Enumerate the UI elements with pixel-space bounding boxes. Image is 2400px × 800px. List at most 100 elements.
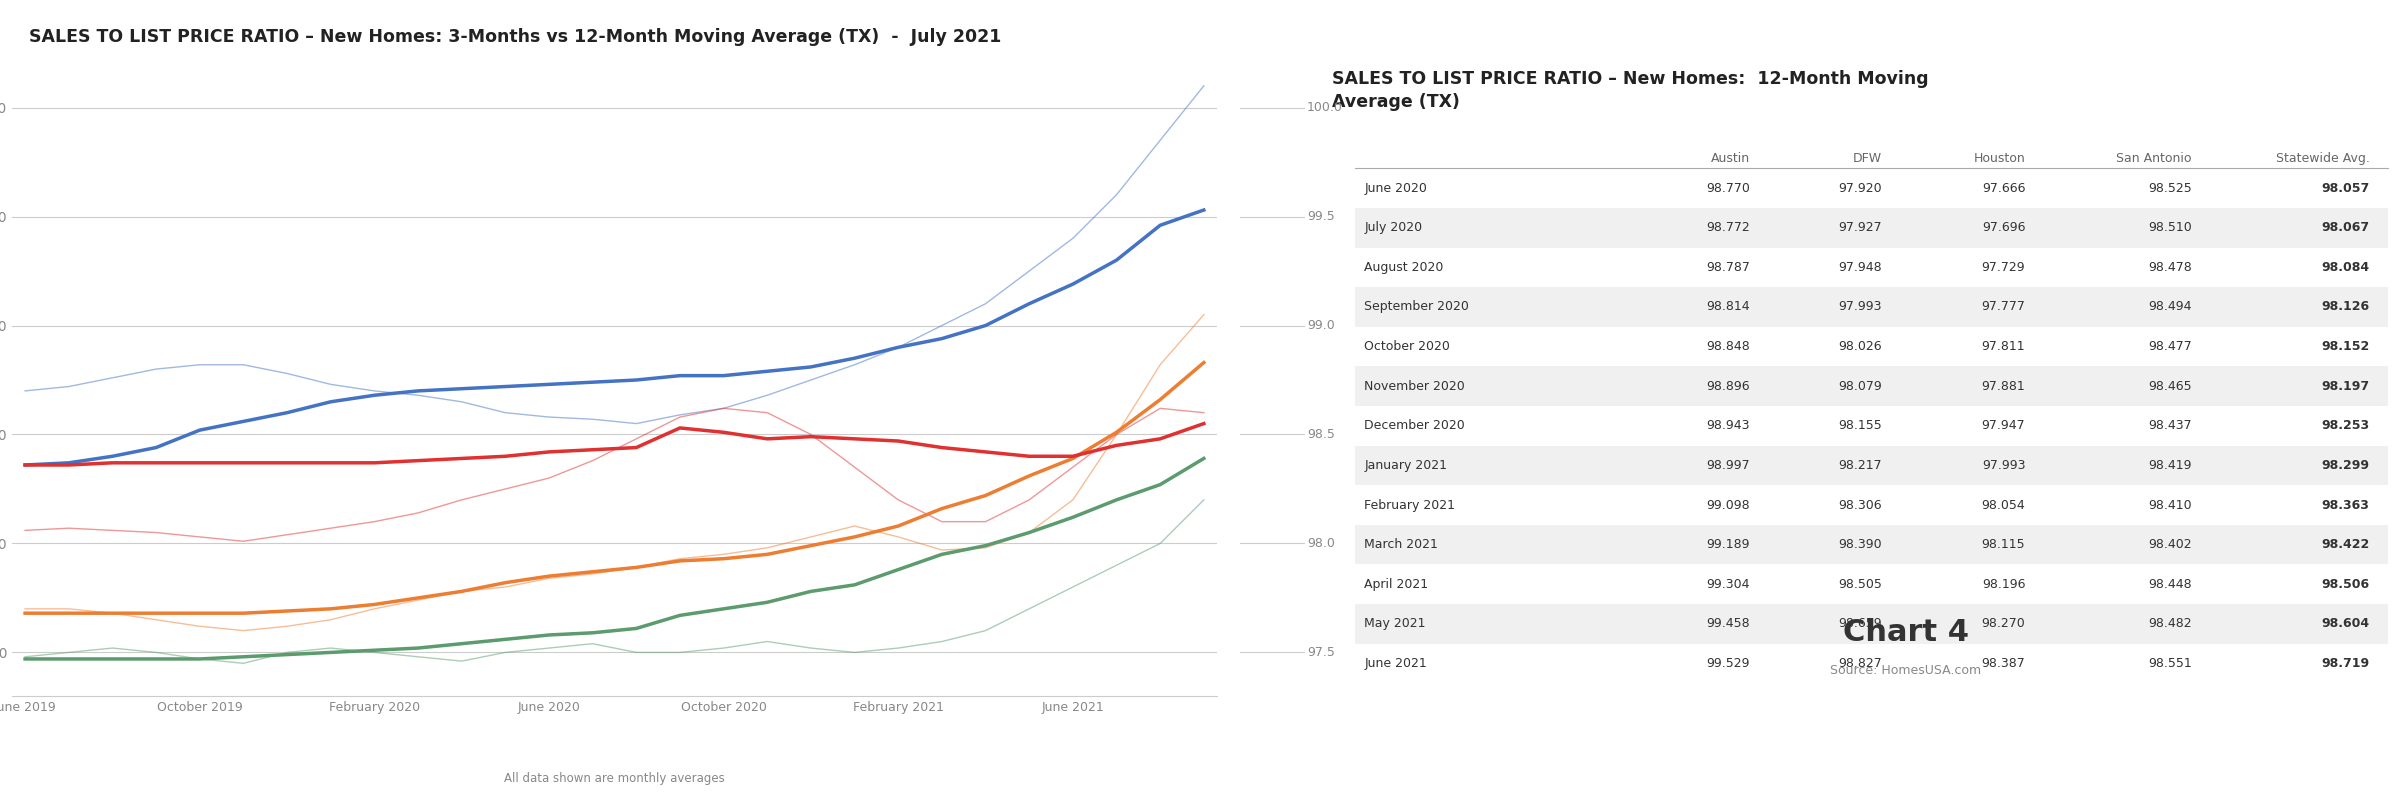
Text: Houston: Houston xyxy=(1973,152,2026,165)
Text: November 2020: November 2020 xyxy=(1363,380,1464,393)
Text: 98.848: 98.848 xyxy=(1706,340,1750,353)
Text: 99.189: 99.189 xyxy=(1706,538,1750,551)
Text: 98.0: 98.0 xyxy=(1308,537,1334,550)
Text: 98.478: 98.478 xyxy=(2148,261,2191,274)
Text: 99.098: 99.098 xyxy=(1706,498,1750,511)
Text: 98.719: 98.719 xyxy=(2321,657,2369,670)
Bar xyxy=(1356,604,2388,644)
Text: 97.729: 97.729 xyxy=(1982,261,2026,274)
Text: March 2021: March 2021 xyxy=(1363,538,1438,551)
Text: 98.026: 98.026 xyxy=(1838,340,1882,353)
Text: 98.419: 98.419 xyxy=(2148,459,2191,472)
Text: 98.410: 98.410 xyxy=(2148,498,2191,511)
Text: February 2021: February 2021 xyxy=(1363,498,1454,511)
Text: April 2021: April 2021 xyxy=(1363,578,1428,591)
Text: All data shown are monthly averages: All data shown are monthly averages xyxy=(504,772,725,785)
Text: 98.197: 98.197 xyxy=(2321,380,2369,393)
Text: 99.529: 99.529 xyxy=(1706,657,1750,670)
Text: August 2020: August 2020 xyxy=(1363,261,1445,274)
Text: 98.659: 98.659 xyxy=(1838,618,1882,630)
Text: 98.5: 98.5 xyxy=(1308,428,1334,441)
Text: Source: HomesUSA.com: Source: HomesUSA.com xyxy=(1831,664,1982,678)
Text: 98.551: 98.551 xyxy=(2148,657,2191,670)
Text: 100.0: 100.0 xyxy=(1308,101,1344,114)
Bar xyxy=(1356,287,2388,326)
Text: 98.482: 98.482 xyxy=(2148,618,2191,630)
Text: 97.948: 97.948 xyxy=(1838,261,1882,274)
Text: June 2021: June 2021 xyxy=(1363,657,1428,670)
Text: DFW: DFW xyxy=(1853,152,1882,165)
Text: 98.079: 98.079 xyxy=(1838,380,1882,393)
Text: SALES TO LIST PRICE RATIO – New Homes:  12-Month Moving
Average (TX): SALES TO LIST PRICE RATIO – New Homes: 1… xyxy=(1332,70,1930,110)
Text: 98.084: 98.084 xyxy=(2321,261,2369,274)
Bar xyxy=(1356,446,2388,486)
Text: 98.896: 98.896 xyxy=(1706,380,1750,393)
Text: 98.253: 98.253 xyxy=(2321,419,2369,432)
Text: 98.115: 98.115 xyxy=(1982,538,2026,551)
Text: 98.387: 98.387 xyxy=(1982,657,2026,670)
Text: December 2020: December 2020 xyxy=(1363,419,1464,432)
Text: June 2020: June 2020 xyxy=(1363,182,1428,194)
Text: October 2020: October 2020 xyxy=(1363,340,1450,353)
Text: Statewide Avg.: Statewide Avg. xyxy=(2275,152,2369,165)
Text: 98.448: 98.448 xyxy=(2148,578,2191,591)
Text: July 2020: July 2020 xyxy=(1363,222,1423,234)
Text: September 2020: September 2020 xyxy=(1363,301,1469,314)
Text: January 2021: January 2021 xyxy=(1363,459,1447,472)
Text: 98.505: 98.505 xyxy=(1838,578,1882,591)
Bar xyxy=(1356,525,2388,565)
Text: 98.152: 98.152 xyxy=(2321,340,2369,353)
Text: 99.458: 99.458 xyxy=(1706,618,1750,630)
Text: 98.465: 98.465 xyxy=(2148,380,2191,393)
Text: 99.5: 99.5 xyxy=(1308,210,1334,223)
Text: 97.947: 97.947 xyxy=(1982,419,2026,432)
Text: 98.155: 98.155 xyxy=(1838,419,1882,432)
Text: 97.993: 97.993 xyxy=(1838,301,1882,314)
Text: 97.993: 97.993 xyxy=(1982,459,2026,472)
Text: 98.437: 98.437 xyxy=(2148,419,2191,432)
Text: 98.270: 98.270 xyxy=(1982,618,2026,630)
Text: 98.494: 98.494 xyxy=(2148,301,2191,314)
Text: 98.772: 98.772 xyxy=(1706,222,1750,234)
Text: SALES TO LIST PRICE RATIO – New Homes: 3-Months vs 12-Month Moving Average (TX) : SALES TO LIST PRICE RATIO – New Homes: 3… xyxy=(29,28,1001,46)
Text: 98.402: 98.402 xyxy=(2148,538,2191,551)
Text: 98.217: 98.217 xyxy=(1838,459,1882,472)
Text: 97.777: 97.777 xyxy=(1982,301,2026,314)
Text: 98.525: 98.525 xyxy=(2148,182,2191,194)
Text: 98.827: 98.827 xyxy=(1838,657,1882,670)
Text: 98.299: 98.299 xyxy=(2321,459,2369,472)
Text: 97.927: 97.927 xyxy=(1838,222,1882,234)
Text: 98.067: 98.067 xyxy=(2321,222,2369,234)
Text: 98.943: 98.943 xyxy=(1706,419,1750,432)
Text: San Antonio: San Antonio xyxy=(2117,152,2191,165)
Text: 98.126: 98.126 xyxy=(2321,301,2369,314)
Text: 98.054: 98.054 xyxy=(1982,498,2026,511)
Text: 98.477: 98.477 xyxy=(2148,340,2191,353)
Text: 99.304: 99.304 xyxy=(1706,578,1750,591)
Text: 98.510: 98.510 xyxy=(2148,222,2191,234)
Text: 98.997: 98.997 xyxy=(1706,459,1750,472)
Text: May 2021: May 2021 xyxy=(1363,618,1426,630)
Text: 97.881: 97.881 xyxy=(1982,380,2026,393)
Bar xyxy=(1356,366,2388,406)
Text: 97.696: 97.696 xyxy=(1982,222,2026,234)
Text: 98.363: 98.363 xyxy=(2321,498,2369,511)
Text: Chart 4: Chart 4 xyxy=(1843,618,1968,647)
Text: 97.811: 97.811 xyxy=(1982,340,2026,353)
Text: 98.196: 98.196 xyxy=(1982,578,2026,591)
Text: 97.666: 97.666 xyxy=(1982,182,2026,194)
Bar xyxy=(1356,208,2388,247)
Text: 98.787: 98.787 xyxy=(1706,261,1750,274)
Text: 98.814: 98.814 xyxy=(1706,301,1750,314)
Text: 97.920: 97.920 xyxy=(1838,182,1882,194)
Text: Austin: Austin xyxy=(1711,152,1750,165)
Text: 98.390: 98.390 xyxy=(1838,538,1882,551)
Text: 98.604: 98.604 xyxy=(2321,618,2369,630)
Text: 98.770: 98.770 xyxy=(1706,182,1750,194)
Text: 99.0: 99.0 xyxy=(1308,319,1334,332)
Text: 98.506: 98.506 xyxy=(2321,578,2369,591)
Text: 98.422: 98.422 xyxy=(2321,538,2369,551)
Text: 98.057: 98.057 xyxy=(2321,182,2369,194)
Text: 98.306: 98.306 xyxy=(1838,498,1882,511)
Text: 97.5: 97.5 xyxy=(1308,646,1334,659)
